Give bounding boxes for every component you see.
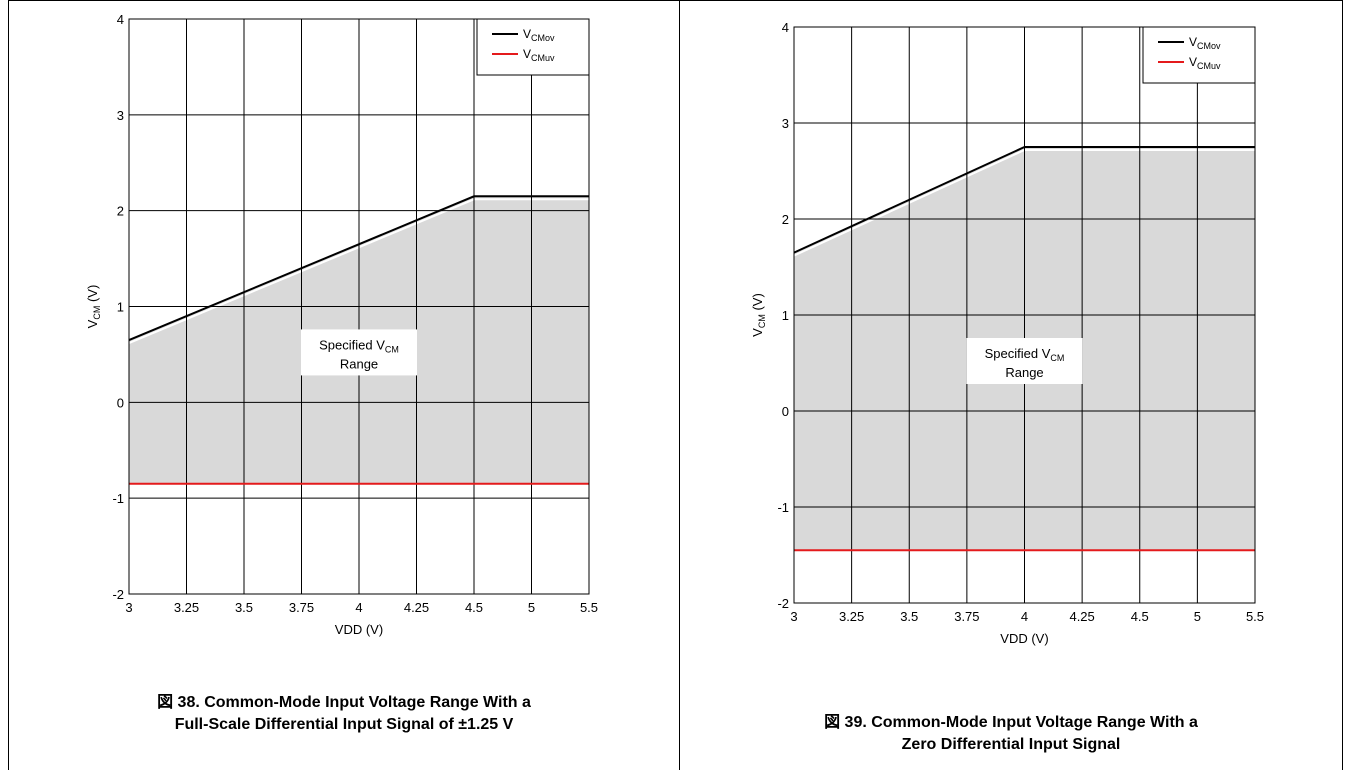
- figure-38-panel: 3 3.25 3.5 3.75 4 4.25 4.5 5 5.5 4 3 2 1 0 -1 -2 VDD (V)…: [9, 0, 679, 770]
- figure-38-caption: 図 38. Common-Mode Input Voltage Range Wi…: [9, 692, 679, 736]
- y-tick-label: 4: [117, 12, 124, 27]
- y-axis-label: VCM (V): [85, 285, 102, 329]
- y-tick-label: 1: [117, 300, 124, 315]
- x-tick-label: 3: [790, 609, 797, 624]
- figure-39-chart: 3 3.25 3.5 3.75 4 4.25 4.5 5 5.5 4 3 2 1 0 -1 -2 VDD (V)…: [750, 20, 1264, 646]
- y-tick-label: 3: [117, 108, 124, 123]
- x-tick-label: 4: [355, 600, 362, 615]
- x-tick-label: 3: [125, 600, 132, 615]
- x-axis-label: VDD (V): [335, 622, 383, 637]
- y-tick-label: -2: [777, 596, 789, 611]
- region-label-line-1: Specified VCM: [985, 346, 1065, 363]
- figure-38-caption-line-1: 図 38. Common-Mode Input Voltage Range Wi…: [157, 694, 531, 711]
- region-label-line-1: Specified VCM: [319, 337, 399, 354]
- region-label-line-2: Range: [1005, 365, 1043, 380]
- x-tick-label: 5.5: [1246, 609, 1264, 624]
- x-tick-label: 3.25: [839, 609, 864, 624]
- y-tick-label: -1: [777, 500, 789, 515]
- x-tick-label: 5: [1194, 609, 1201, 624]
- x-tick-label: 5.5: [580, 600, 598, 615]
- frame-left-border: [8, 0, 9, 770]
- legend-label-cmuv: VCMuv: [1189, 55, 1221, 71]
- figure-39-panel: 3 3.25 3.5 3.75 4 4.25 4.5 5 5.5 4 3 2 1 0 -1 -2 VDD (V)…: [680, 0, 1342, 770]
- plot-area-border: [793, 26, 1256, 604]
- legend-label-cmov: VCMov: [1189, 35, 1221, 51]
- frame-top-border: [8, 0, 1343, 1]
- legend-box: [476, 18, 590, 76]
- figure-39-caption-line-1: 図 39. Common-Mode Input Voltage Range Wi…: [824, 714, 1198, 731]
- x-tick-label: 4: [1021, 609, 1028, 624]
- plot-area-border: [128, 18, 590, 595]
- y-tick-label: 3: [782, 116, 789, 131]
- x-tick-label: 3.75: [954, 609, 979, 624]
- y-axis-label-group: VCM (V): [750, 293, 767, 337]
- y-tick-label: 2: [782, 212, 789, 227]
- figure-39-caption: 図 39. Common-Mode Input Voltage Range Wi…: [680, 712, 1342, 756]
- y-tick-label: 0: [117, 395, 124, 410]
- x-tick-label: 4.5: [1131, 609, 1149, 624]
- x-tick-label: 4.25: [404, 600, 429, 615]
- region-label-box: [301, 329, 417, 376]
- x-tick-label: 4.5: [465, 600, 483, 615]
- y-axis-label: VCM (V): [750, 293, 767, 337]
- legend-label-cmov: VCMov: [523, 27, 555, 43]
- frame-divider: [679, 0, 680, 770]
- x-tick-label: 3.5: [235, 600, 253, 615]
- y-tick-label: -1: [112, 491, 124, 506]
- y-tick-label: 4: [782, 20, 789, 35]
- figure-38-chart: 3 3.25 3.5 3.75 4 4.25 4.5 5 5.5 4 3 2 1 0 -1 -2 VDD (V)…: [85, 12, 598, 637]
- x-tick-label: 3.5: [900, 609, 918, 624]
- frame-right-border: [1342, 0, 1343, 770]
- x-tick-label: 4.25: [1069, 609, 1094, 624]
- y-tick-label: -2: [112, 587, 124, 602]
- y-axis-label-group: VCM (V): [85, 285, 102, 329]
- x-tick-label: 5: [528, 600, 535, 615]
- series-line-vcmov: [128, 195, 589, 341]
- x-axis-label: VDD (V): [1000, 631, 1048, 646]
- y-tick-label: 2: [117, 204, 124, 219]
- y-tick-label: 0: [782, 404, 789, 419]
- series-line-vcmov: [793, 146, 1255, 254]
- x-tick-label: 3.25: [174, 600, 199, 615]
- figure-39-caption-line-2: Zero Differential Input Signal: [901, 736, 1121, 753]
- region-label-line-2: Range: [340, 356, 378, 371]
- y-tick-label: 1: [782, 308, 789, 323]
- region-label-box: [966, 338, 1083, 384]
- legend-box: [1142, 26, 1256, 84]
- x-tick-label: 3.75: [289, 600, 314, 615]
- legend-label-cmuv: VCMuv: [523, 47, 555, 63]
- figure-38-caption-line-2: Full-Scale Differential Input Signal of …: [174, 716, 514, 733]
